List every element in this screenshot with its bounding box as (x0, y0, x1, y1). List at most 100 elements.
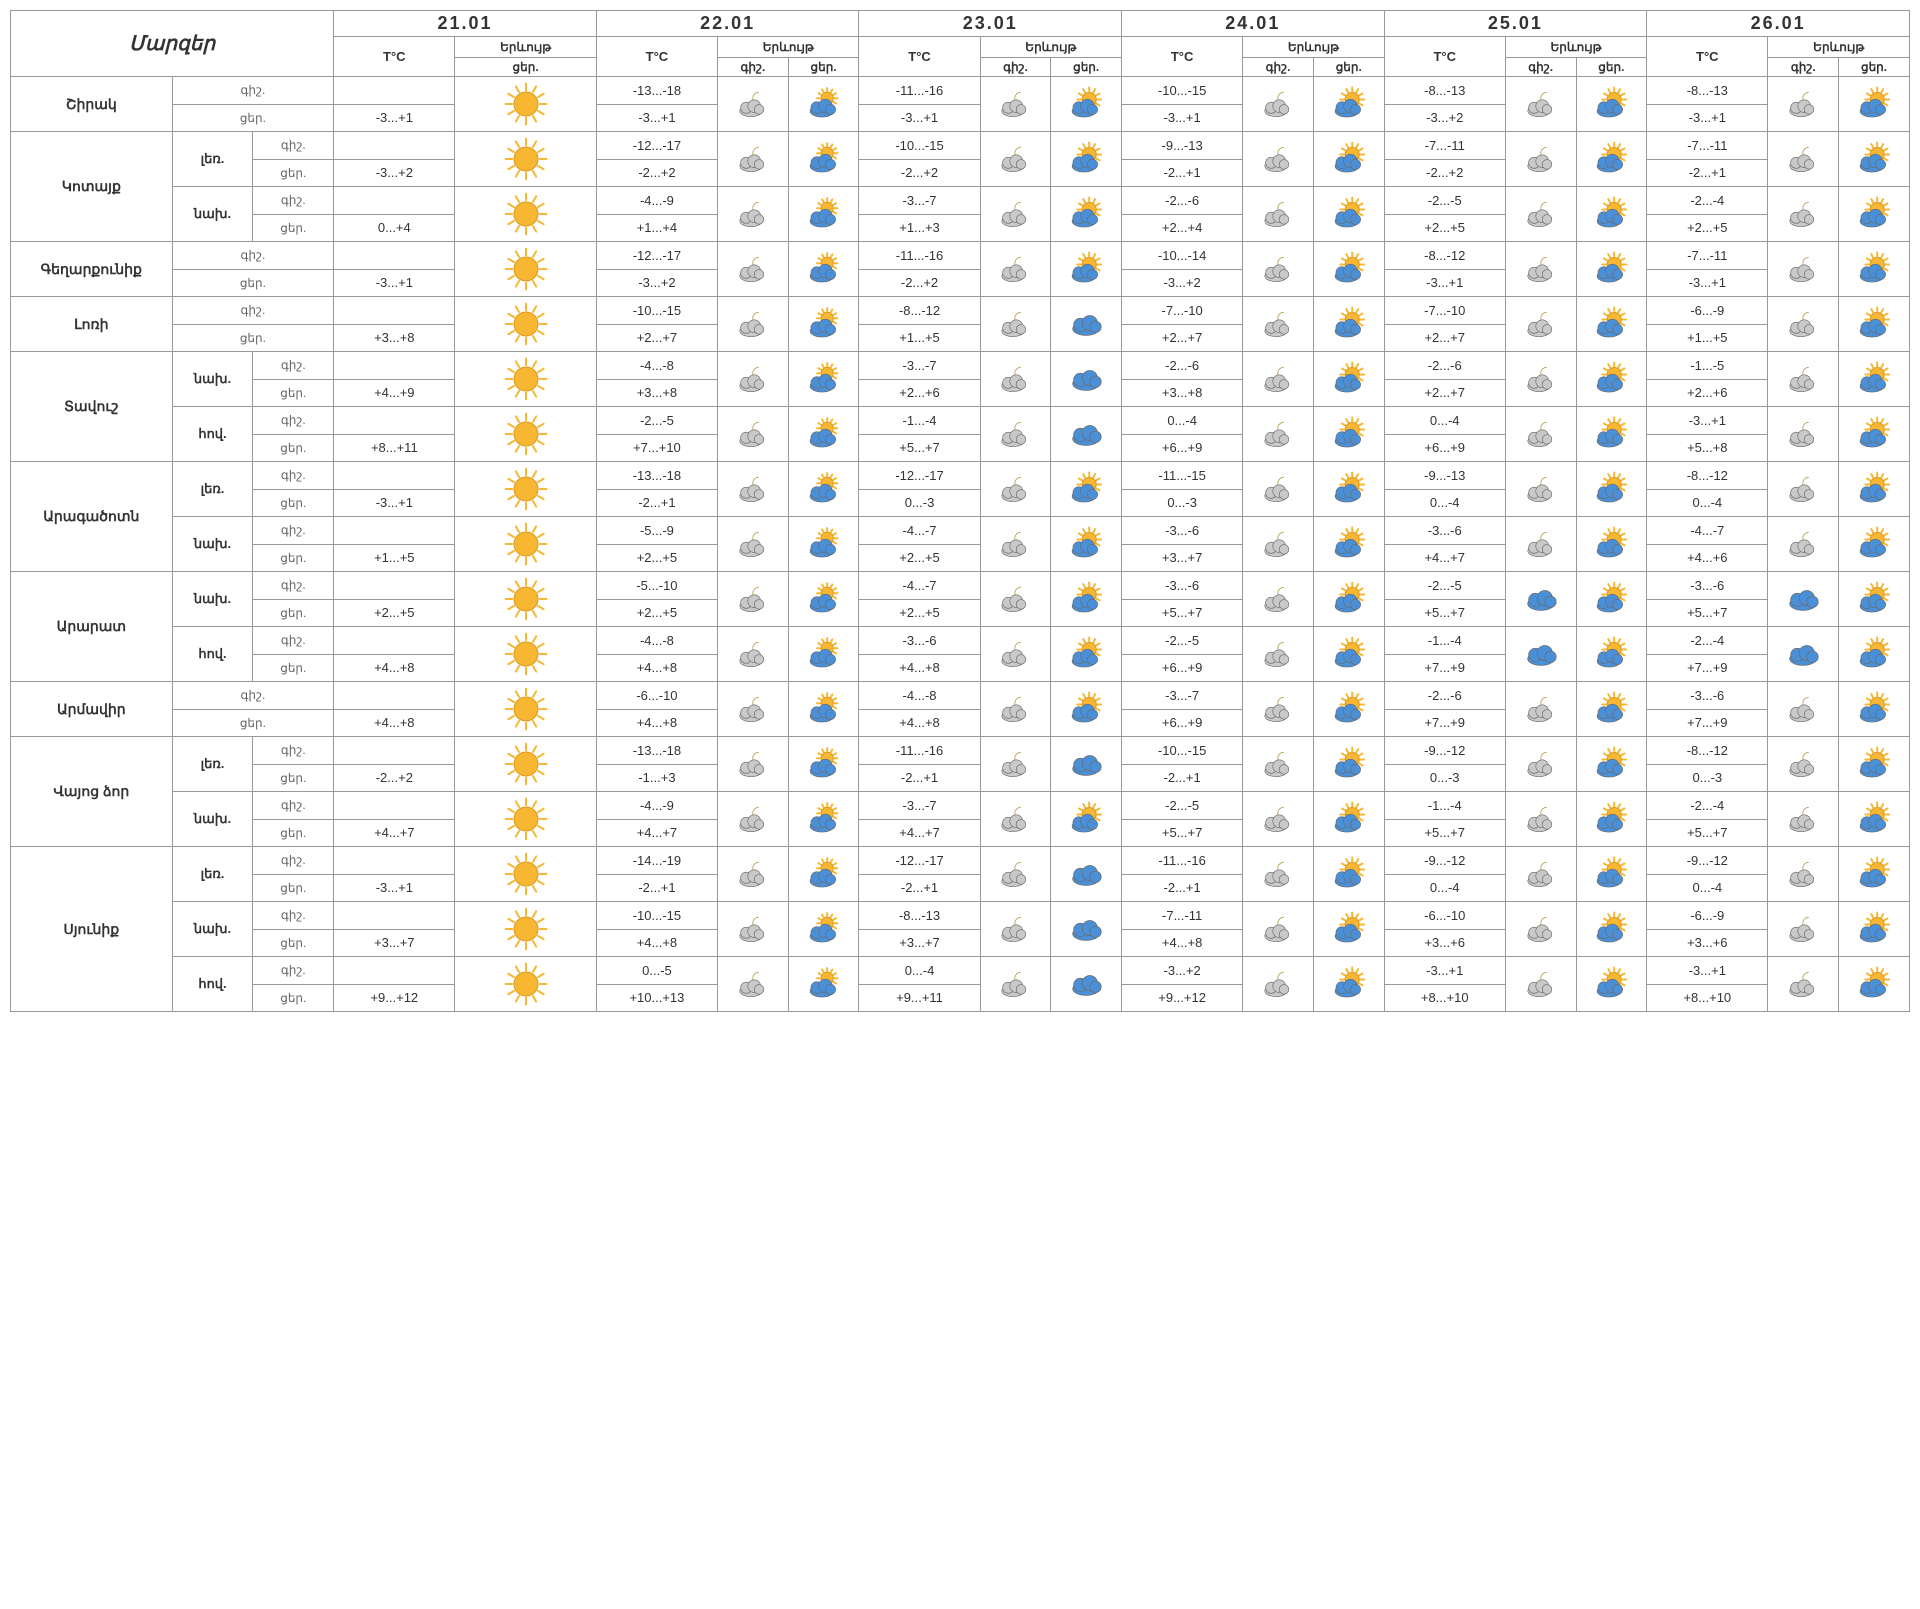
weather-icon-day (1576, 187, 1647, 242)
weather-icon-day (788, 737, 859, 792)
weather-icon-night (718, 957, 789, 1012)
weather-icon-night (1243, 517, 1314, 572)
weather-icon-day (1313, 242, 1384, 297)
time-label-night: գիշ. (172, 682, 334, 710)
weather-icon (455, 737, 596, 792)
weather-icon-night (980, 407, 1051, 462)
weather-icon-day (1839, 132, 1910, 187)
weather-icon-day (1839, 407, 1910, 462)
weather-icon-night (1768, 902, 1839, 957)
temp-day: +7...+9 (1384, 654, 1505, 682)
weather-icon-night (980, 187, 1051, 242)
temp-day: +8...+10 (1384, 984, 1505, 1012)
temp-day: +3...+8 (596, 379, 717, 407)
weather-icon-day (1839, 77, 1910, 132)
region-name: Վայոց ձոր (11, 737, 173, 847)
temp-night: -1...-4 (1384, 792, 1505, 820)
temp-day: +3...+8 (1122, 379, 1243, 407)
weather-icon-night (1768, 517, 1839, 572)
temp-night: -4...-9 (596, 792, 717, 820)
time-label-night: գիշ. (253, 792, 334, 820)
temp-night (334, 462, 455, 490)
weather-icon-night (1768, 627, 1839, 682)
weather-icon (455, 682, 596, 737)
weather-icon-night (1505, 572, 1576, 627)
temp-night: -9...-13 (1384, 462, 1505, 490)
weather-icon-night (1768, 462, 1839, 517)
weather-icon-day (1313, 132, 1384, 187)
time-label-night: գիշ. (253, 902, 334, 930)
weather-icon-day (788, 407, 859, 462)
time-label-day: ցեր. (253, 764, 334, 792)
temp-header: T°C (1384, 37, 1505, 77)
temp-day: 0...-4 (1384, 874, 1505, 902)
weather-icon-night (980, 77, 1051, 132)
temp-night (334, 187, 455, 215)
weather-icon (455, 242, 596, 297)
temp-header: T°C (1647, 37, 1768, 77)
weather-icon-night (1243, 77, 1314, 132)
phenom-header: Երևույթ (1505, 37, 1646, 58)
temp-night: -2...-5 (1384, 187, 1505, 215)
temp-night (334, 407, 455, 435)
time-label-day: ցեր. (253, 599, 334, 627)
temp-night: -6...-9 (1647, 297, 1768, 325)
temp-night: -2...-6 (1122, 352, 1243, 380)
weather-icon-night (1768, 407, 1839, 462)
temp-night (334, 297, 455, 325)
weather-icon-day (1313, 682, 1384, 737)
temp-day: +6...+9 (1384, 434, 1505, 462)
temp-day: +3...+6 (1647, 929, 1768, 957)
temp-night: -3...-6 (1122, 572, 1243, 600)
weather-icon-day (1051, 627, 1122, 682)
temp-day: 0...-4 (1647, 874, 1768, 902)
weather-icon-day (1313, 572, 1384, 627)
temp-night: -3...-7 (859, 792, 980, 820)
temp-day: +7...+9 (1384, 709, 1505, 737)
temp-night (334, 242, 455, 270)
temp-night (334, 77, 455, 105)
region-name: Լոռի (11, 297, 173, 352)
temp-day: -3...+2 (1122, 269, 1243, 297)
temp-day: -3...+1 (1647, 104, 1768, 132)
table-head: Մարզեր21.0122.0123.0124.0125.0126.01T°CԵ… (11, 11, 1910, 77)
temp-night: -4...-7 (859, 572, 980, 600)
temp-day: +4...+7 (334, 819, 455, 847)
weather-icon-night (1505, 792, 1576, 847)
temp-night (334, 902, 455, 930)
time-label-night: գիշ. (253, 407, 334, 435)
temp-night: -11...-16 (859, 737, 980, 765)
temp-day: -2...+2 (596, 159, 717, 187)
weather-icon-night (718, 297, 789, 352)
weather-icon-day (1313, 352, 1384, 407)
temp-day: -2...+1 (596, 489, 717, 517)
temp-night (334, 682, 455, 710)
weather-icon-day (1051, 682, 1122, 737)
temp-night: -9...-13 (1122, 132, 1243, 160)
temp-day: +4...+8 (596, 709, 717, 737)
temp-night (334, 352, 455, 380)
weather-icon-night (718, 627, 789, 682)
temp-day: +1...+5 (1647, 324, 1768, 352)
time-label-day: ցեր. (253, 654, 334, 682)
temp-night: -7...-11 (1384, 132, 1505, 160)
temp-day: +2...+4 (1122, 214, 1243, 242)
date-header: 22.01 (596, 11, 859, 37)
region-name: Գեղարքունիք (11, 242, 173, 297)
temp-day: +3...+6 (1384, 929, 1505, 957)
weather-icon-day (1576, 572, 1647, 627)
weather-icon-night (1505, 847, 1576, 902)
weather-icon-night (980, 462, 1051, 517)
temp-night: -8...-13 (1384, 77, 1505, 105)
temp-day: +5...+7 (859, 434, 980, 462)
temp-night: 0...-4 (859, 957, 980, 985)
time-label-night: գիշ. (253, 462, 334, 490)
weather-icon (455, 572, 596, 627)
weather-icon-day (1313, 957, 1384, 1012)
temp-day: +8...+11 (334, 434, 455, 462)
weather-icon-night (1243, 957, 1314, 1012)
weather-icon (455, 297, 596, 352)
temp-day: +2...+7 (1384, 324, 1505, 352)
weather-icon-night (1243, 572, 1314, 627)
temp-night: -2...-6 (1384, 352, 1505, 380)
